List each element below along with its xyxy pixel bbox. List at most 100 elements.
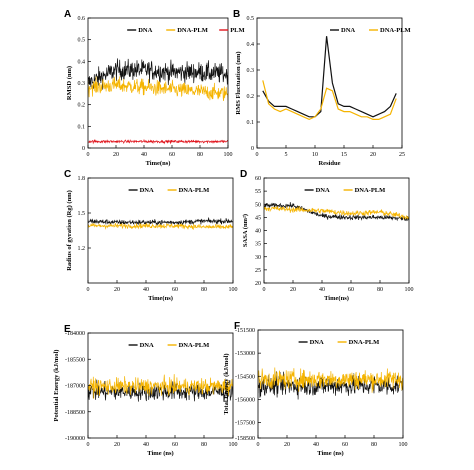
legend-label: DNA (316, 187, 330, 194)
legend-entry: DNA (330, 27, 355, 34)
x-tick-label: 20 (284, 442, 290, 448)
y-tick-label: 0.4 (78, 59, 86, 65)
x-axis-label: Time (ns) (317, 450, 343, 457)
panel-a: A 0 20 40 60 80 100 0 0.1 0.2 0.3 0.4 0.5 0.6 Time(ns)… (64, 9, 245, 167)
series-line-dna-plm (264, 205, 409, 220)
y-tick-label: -151500 (235, 328, 255, 334)
y-tick-label: -157500 (235, 421, 255, 427)
x-tick-label: 40 (313, 442, 319, 448)
legend-entry: DNA (128, 187, 154, 194)
x-tick-label: 20 (370, 152, 376, 158)
x-tick-label: 80 (201, 442, 207, 448)
panel-d: D0 20 40 60 80 100202530354045505560Time(ns)S… (240, 169, 414, 302)
y-tick-label: -154500 (235, 374, 255, 380)
legend-entry: DNA (127, 27, 153, 34)
y-tick-label: 50 (255, 202, 261, 208)
y-tick-label: -153000 (235, 351, 255, 357)
panel-f: F 0 20 40 60 80 100 -151500 -153000 -154500 -15600… (223, 321, 408, 457)
y-tick-label: 55 (255, 189, 261, 195)
legend-label: PLM (230, 27, 244, 34)
y-tick-label: -187000 (65, 384, 85, 390)
series-line-dna-plm (262, 80, 397, 121)
panel-label: C (64, 169, 71, 180)
panel-label: B (233, 9, 240, 20)
plot-frame (257, 329, 404, 439)
panel-label: A (64, 9, 71, 20)
y-tick-label: 0 (251, 146, 254, 152)
y-tick-label: 60 (255, 176, 261, 182)
plot-frame (263, 177, 410, 284)
legend-label: DNA (138, 27, 152, 34)
legend-label: DNA-PLM (355, 187, 386, 194)
y-tick-label: 0.1 (247, 120, 255, 126)
x-axis-label: Time(ns) (324, 295, 349, 302)
x-tick-label: 100 (405, 287, 414, 293)
x-tick-label: 0 (256, 152, 259, 158)
y-axis-label: Potential Energy (kJ/mol) (53, 350, 60, 422)
legend-entry: PLM (219, 27, 245, 34)
legend-entry: DNA-PLM (369, 27, 411, 34)
x-tick-label: 0 (87, 287, 90, 293)
x-tick-label: 0 (257, 442, 260, 448)
y-tick-label: -156000 (235, 397, 255, 403)
series-line-dna (262, 36, 397, 118)
x-tick-label: 20 (290, 287, 296, 293)
series-line-dna-plm (258, 367, 403, 393)
x-tick-label: 15 (341, 152, 347, 158)
legend-label: DNA-PLM (179, 342, 210, 349)
plot-area (264, 202, 409, 222)
x-tick-label: 40 (141, 152, 147, 158)
x-tick-label: 60 (342, 442, 348, 448)
y-tick-label: -184000 (65, 331, 85, 337)
panel-c: C 0 20 40 60 80 100 1.2 1.5 1.8 Time(ns) Radius of … (64, 169, 238, 302)
y-tick-label: 45 (255, 215, 261, 221)
y-tick-label: 1.5 (78, 211, 86, 217)
plot-area (88, 217, 233, 230)
y-tick-label: 30 (255, 255, 261, 261)
legend-entry: DNA-PLM (343, 187, 386, 194)
x-tick-label: 100 (229, 287, 238, 293)
x-tick-label: 80 (201, 287, 207, 293)
x-tick-label: 10 (312, 152, 318, 158)
y-tick-label: -188500 (65, 410, 85, 416)
legend-entry: DNA-PLM (167, 187, 209, 194)
series-line-dna-plm (88, 222, 233, 230)
x-axis-label: Time(ns) (148, 295, 173, 302)
legend-label: DNA (140, 342, 154, 349)
x-tick-label: 100 (229, 442, 238, 448)
legend-label: DNA-PLM (349, 339, 380, 346)
y-axis-label: SASA (nm²) (242, 214, 249, 247)
x-axis-label: Time(ns) (146, 160, 171, 167)
legend-label: DNA-PLM (177, 27, 208, 34)
y-tick-label: 20 (255, 281, 261, 287)
legend-label: DNA (341, 27, 355, 34)
x-tick-label: 20 (114, 287, 120, 293)
plot-area (88, 374, 233, 402)
y-tick-label: 0.2 (78, 103, 86, 109)
series-line-dna (88, 217, 233, 226)
x-tick-label: 80 (197, 152, 203, 158)
y-tick-label: 0.6 (78, 16, 86, 22)
y-tick-label: 0.2 (247, 94, 255, 100)
y-axis-label: RMSD (nm) (66, 66, 73, 100)
x-tick-label: 60 (169, 152, 175, 158)
x-tick-label: 60 (172, 442, 178, 448)
y-axis-label: Radius of gyration (Rg) (nm) (66, 190, 73, 271)
plot-frame (256, 17, 403, 149)
panel-label: F (234, 321, 240, 332)
series-line-plm (88, 138, 228, 145)
series-line-dna (264, 202, 409, 222)
y-tick-label: -190000 (65, 436, 85, 442)
legend-entry: DNA-PLM (166, 27, 208, 34)
legend-entry: DNA (298, 339, 324, 346)
x-tick-label: 20 (114, 442, 120, 448)
legend-label: DNA (310, 339, 324, 346)
x-axis-label: Time (ns) (147, 450, 173, 457)
y-tick-label: 0.5 (247, 16, 255, 22)
y-tick-label: 0.5 (78, 38, 86, 44)
legend-entry: DNA (128, 342, 154, 349)
x-tick-label: 80 (377, 287, 383, 293)
y-tick-label: -185500 (65, 357, 85, 363)
series-line-dna (88, 58, 228, 90)
x-tick-label: 60 (172, 287, 178, 293)
